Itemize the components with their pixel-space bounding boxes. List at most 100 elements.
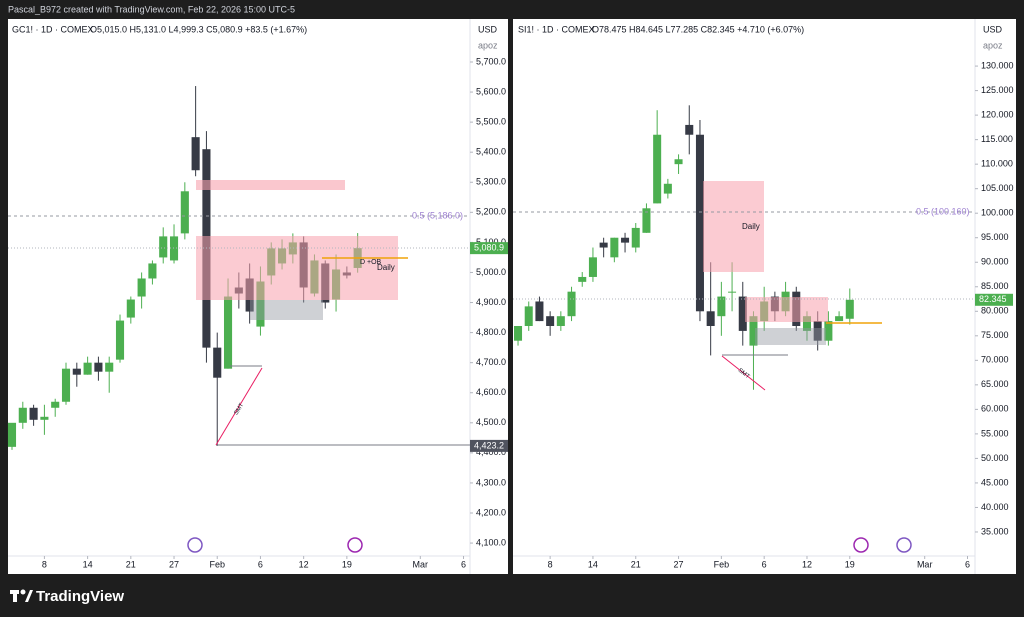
candle-body — [191, 137, 200, 171]
candle-body — [663, 183, 672, 194]
smt-line — [721, 355, 766, 391]
candle-body — [546, 316, 555, 326]
candle-body — [514, 325, 523, 341]
candle-body — [137, 278, 146, 297]
chart-title: SI1! · 1D · COMEX — [518, 24, 595, 34]
y-tick-label: 4,300.0 — [476, 477, 506, 487]
candle-body — [213, 347, 222, 378]
y-tick-label: 45.000 — [981, 477, 1009, 487]
candle-body — [631, 227, 640, 248]
y-tick-label: 5,300.0 — [476, 177, 506, 187]
x-tick-label: 27 — [169, 559, 179, 569]
x-tick-label: Feb — [714, 559, 730, 569]
zone — [250, 300, 323, 320]
axis-note: apoz — [983, 40, 1003, 50]
y-tick-label: 4,200.0 — [476, 507, 506, 517]
candle-body — [535, 301, 544, 322]
candle-body — [169, 236, 179, 261]
candle-body — [556, 316, 565, 326]
logo: TradingView — [10, 588, 124, 605]
y-tick-label: 4,400.0 — [476, 447, 506, 457]
candle-body — [148, 263, 157, 279]
y-tick-label: 5,600.0 — [476, 86, 506, 96]
x-tick-label: 8 — [42, 559, 47, 569]
candle-body — [126, 299, 135, 318]
y-tick-label: 5,200.0 — [476, 207, 506, 217]
x-tick-label: 6 — [461, 559, 466, 569]
y-tick-label: 95.000 — [981, 232, 1009, 242]
annotation: Daily — [742, 222, 760, 231]
y-tick-label: 5,500.0 — [476, 117, 506, 127]
candle-body — [115, 320, 125, 360]
x-tick-label: Feb — [209, 559, 225, 569]
price-label: 4,423.2 — [474, 440, 504, 450]
y-tick-label: 4,600.0 — [476, 387, 506, 397]
logo-text: TradingView — [36, 588, 124, 605]
event-icon[interactable] — [853, 537, 869, 553]
y-tick-label: 4,100.0 — [476, 537, 506, 547]
y-tick-label: 125.000 — [981, 85, 1014, 95]
x-tick-label: 19 — [845, 559, 855, 569]
y-tick-label: 75.000 — [981, 330, 1009, 340]
y-tick-label: 5,400.0 — [476, 147, 506, 157]
x-tick-label: 6 — [965, 559, 970, 569]
y-tick-label: 80.000 — [981, 306, 1009, 316]
price-label: 5,080.9 — [474, 243, 504, 253]
y-tick-label: 5,000.0 — [476, 267, 506, 277]
candle-body — [223, 296, 233, 369]
y-tick-label: 90.000 — [981, 257, 1009, 267]
candle-body — [94, 362, 103, 372]
candle-body — [578, 276, 587, 282]
candle-body — [642, 208, 651, 233]
y-tick-label: 5,700.0 — [476, 56, 506, 66]
y-tick-label: 4,500.0 — [476, 417, 506, 427]
x-tick-label: Mar — [917, 559, 933, 569]
event-icon[interactable] — [896, 537, 912, 553]
smt-line — [215, 367, 263, 446]
candle-body — [40, 416, 49, 420]
y-tick-label: 105.000 — [981, 183, 1014, 193]
x-tick-label: 12 — [299, 559, 309, 569]
fib-label: 0.5 (5,186.0) — [412, 210, 463, 220]
x-tick-label: 14 — [588, 559, 598, 569]
logo-mark — [13, 590, 17, 602]
candle-body — [813, 321, 822, 341]
x-tick-label: 21 — [126, 559, 136, 569]
y-tick-label: 50.000 — [981, 453, 1009, 463]
event-icon[interactable] — [187, 537, 203, 553]
currency: USD — [478, 24, 498, 34]
x-tick-label: 8 — [548, 559, 553, 569]
y-tick-label: 40.000 — [981, 502, 1009, 512]
x-tick-label: 14 — [83, 559, 93, 569]
x-tick-label: 21 — [631, 559, 641, 569]
candle-body — [706, 311, 715, 326]
currency: USD — [983, 24, 1003, 34]
x-tick-label: 6 — [258, 559, 263, 569]
candle-body — [180, 191, 189, 234]
drawings: 0.5 (100.160) Daily SMT — [513, 181, 975, 553]
y-tick-label: 4,800.0 — [476, 327, 506, 337]
y-tick-label: 5,100.0 — [476, 237, 506, 247]
chart-title: GC1! · 1D · COMEX — [12, 24, 94, 34]
candle-body — [51, 401, 60, 408]
drawings: 0.5 (5,186.0) D +OB Daily SMT — [8, 180, 470, 553]
candle-body — [845, 299, 854, 319]
candle-body — [524, 306, 533, 326]
candle-body — [802, 316, 811, 331]
price-label-box — [975, 293, 1013, 306]
event-icon[interactable] — [347, 537, 363, 553]
annotation: D +OB — [360, 259, 382, 266]
x-tick-label: 19 — [342, 559, 352, 569]
y-tick-label: 115.000 — [981, 134, 1013, 144]
y-tick-label: 4,900.0 — [476, 297, 506, 307]
y-tick-label: 35.000 — [981, 526, 1009, 536]
candle-body — [7, 422, 17, 447]
candle-body — [61, 368, 71, 402]
candle-body — [256, 281, 265, 327]
axis-note: apoz — [478, 40, 498, 50]
zone — [196, 180, 345, 190]
candle-body — [653, 134, 662, 204]
candle-body — [105, 362, 114, 372]
x-tick-label: Mar — [413, 559, 429, 569]
